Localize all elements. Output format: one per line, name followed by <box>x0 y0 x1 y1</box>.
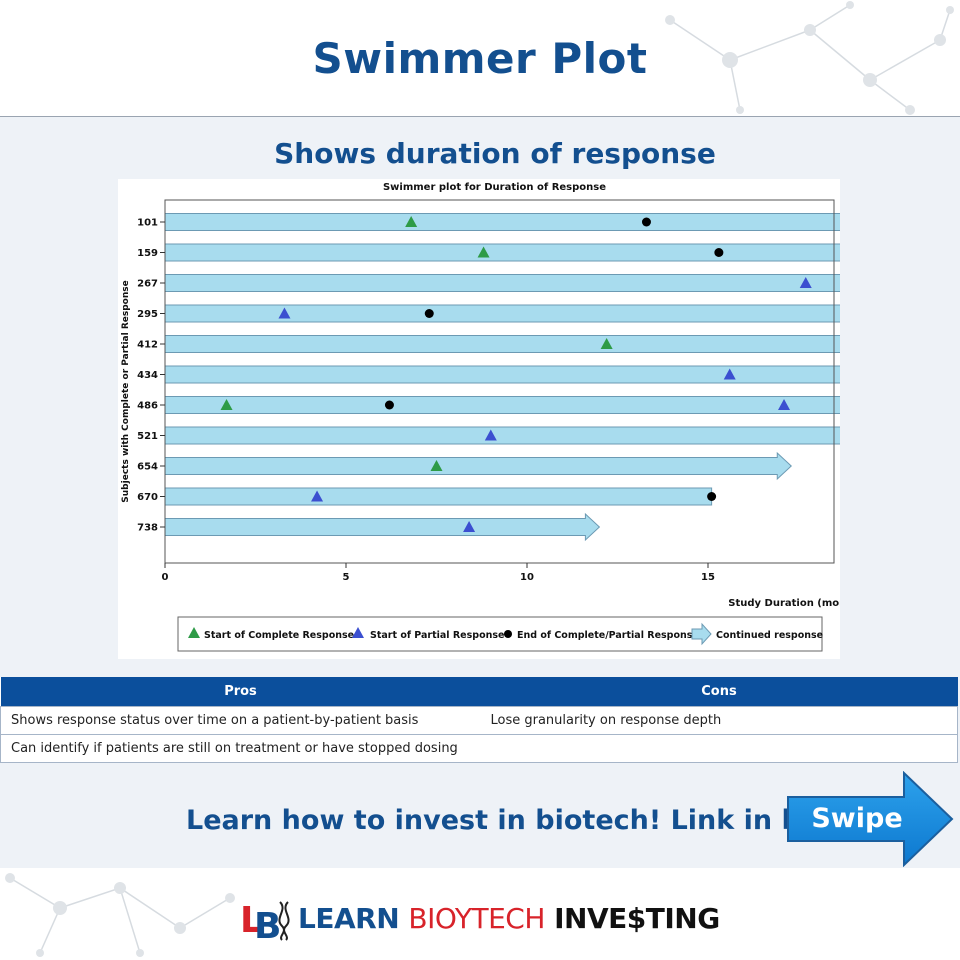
y-tick-label: 738 <box>137 523 158 534</box>
swipe-button-label: Swipe <box>811 803 903 834</box>
response-bar <box>164 365 840 384</box>
swipe-button[interactable]: Swipe <box>786 771 954 867</box>
molecule-decoration-top-right <box>665 1 954 115</box>
x-tick-label: 5 <box>343 572 350 583</box>
x-tick-label: 15 <box>701 572 715 583</box>
right-arrow-icon <box>787 771 954 867</box>
header: Swimmer Plot <box>0 0 960 116</box>
plot-border <box>164 199 835 564</box>
pros-header: Pros <box>0 677 481 707</box>
y-tick-label: 434 <box>137 370 158 381</box>
swimmer-bars <box>164 213 840 542</box>
partial-response-start-marker <box>278 307 291 319</box>
continued-response-bar <box>164 304 840 323</box>
logo-word-bio: BIO <box>408 902 455 935</box>
complete-response-start-marker <box>405 216 418 227</box>
partial-response-start-marker <box>778 399 791 410</box>
learn-biotech-investing-logo: L B LEARN BIOYTECH INVE$TING <box>238 894 728 942</box>
continued-response-bar <box>164 335 840 353</box>
y-tick-label: 486 <box>137 401 158 412</box>
y-tick-label: 267 <box>137 279 158 290</box>
complete-response-start-marker <box>600 338 613 349</box>
y-tick-label: 159 <box>137 248 158 259</box>
x-tick-label: 10 <box>520 572 534 583</box>
cons-cell: Lose granularity on response depth <box>480 706 958 735</box>
svg-text:L: L <box>240 900 263 941</box>
response-end-marker <box>641 217 651 227</box>
complete-response-start-marker <box>477 246 490 258</box>
page-title: Swimmer Plot <box>312 34 648 83</box>
content-panel: Shows duration of response Swimmer plot … <box>0 116 960 870</box>
response-end-marker <box>714 248 724 257</box>
continued-response-bar <box>164 243 840 262</box>
partial-response-start-marker <box>799 277 812 288</box>
response-end-marker <box>384 400 394 410</box>
continued-response-bar <box>164 426 840 445</box>
partial-response-start-marker <box>311 490 324 502</box>
logo-word-learn: LEARN <box>298 902 400 935</box>
y-tick-label: 521 <box>137 431 158 442</box>
pros-cons-table: Pros Cons Shows response status over tim… <box>0 677 958 763</box>
svg-text:B: B <box>254 906 281 942</box>
continued-response-bar <box>164 396 840 414</box>
table-row: Shows response status over time on a pat… <box>0 706 958 735</box>
table-row: Can identify if patients are still on tr… <box>0 734 958 763</box>
complete-response-start-marker <box>220 399 233 410</box>
logo-y-icon: Y <box>454 902 472 935</box>
legend-box <box>177 616 823 652</box>
legend-black-circle-icon <box>504 630 512 638</box>
y-tick-label: 101 <box>137 218 158 229</box>
logo-word-investing: INVE$TING <box>554 902 720 935</box>
legend-blue-triangle-icon <box>352 627 364 638</box>
y-tick-label: 412 <box>137 340 158 351</box>
x-tick-label: 0 <box>162 572 169 583</box>
partial-response-start-marker <box>463 521 476 532</box>
section-subtitle: Shows duration of response <box>274 137 716 170</box>
response-end-marker <box>707 492 717 501</box>
y-tick-label: 654 <box>137 462 158 473</box>
y-tick-label: 670 <box>137 492 158 503</box>
cons-cell <box>480 734 958 763</box>
response-markers <box>220 216 812 532</box>
lbi-logo-mark-icon: L B <box>240 900 290 942</box>
partial-response-start-marker <box>484 429 497 441</box>
complete-response-start-marker <box>430 460 443 471</box>
partial-response-start-marker <box>723 368 736 380</box>
logo-word-tech: TECH <box>471 902 545 935</box>
chart-legend: Start of Complete Response Start of Parti… <box>177 616 823 652</box>
y-tick-label: 295 <box>137 309 158 320</box>
pros-cell: Shows response status over time on a pat… <box>0 706 481 735</box>
x-axis-label: Study Duration (months) <box>728 598 840 609</box>
chart-canvas: Swimmer plot for Duration of Response Sub… <box>121 182 840 652</box>
chart-title: Swimmer plot for Duration of Response <box>383 182 606 193</box>
legend-green-triangle-icon <box>188 627 200 638</box>
response-bar <box>164 274 840 292</box>
legend-label: Start of Partial Response <box>370 630 504 641</box>
logo-wordmark: LEARN BIOYTECH INVE$TING <box>298 902 720 935</box>
cons-header: Cons <box>480 677 958 707</box>
chart-axes: Swimmer plot for Duration of Response Sub… <box>121 182 840 652</box>
legend-label: Continued response <box>716 630 823 641</box>
cta-text: Learn how to invest in biotech! Link in … <box>186 805 829 836</box>
response-end-marker <box>424 309 434 318</box>
footer: L B LEARN BIOYTECH INVE$TING <box>0 868 960 960</box>
continued-response-bar <box>164 512 601 542</box>
molecule-decoration-bottom-left <box>5 873 235 957</box>
legend-label: End of Complete/Partial Response <box>517 630 699 641</box>
y-axis-label: Subjects with Complete or Partial Respon… <box>121 280 131 502</box>
response-bar <box>164 487 713 506</box>
continued-response-bar <box>164 451 792 481</box>
swimmer-chart: Swimmer plot for Duration of Response Sub… <box>118 179 840 659</box>
legend-label: Start of Complete Response <box>204 630 354 641</box>
response-bar <box>164 213 840 231</box>
legend-cyan-arrow-icon <box>691 622 712 646</box>
pros-cell: Can identify if patients are still on tr… <box>0 734 481 763</box>
